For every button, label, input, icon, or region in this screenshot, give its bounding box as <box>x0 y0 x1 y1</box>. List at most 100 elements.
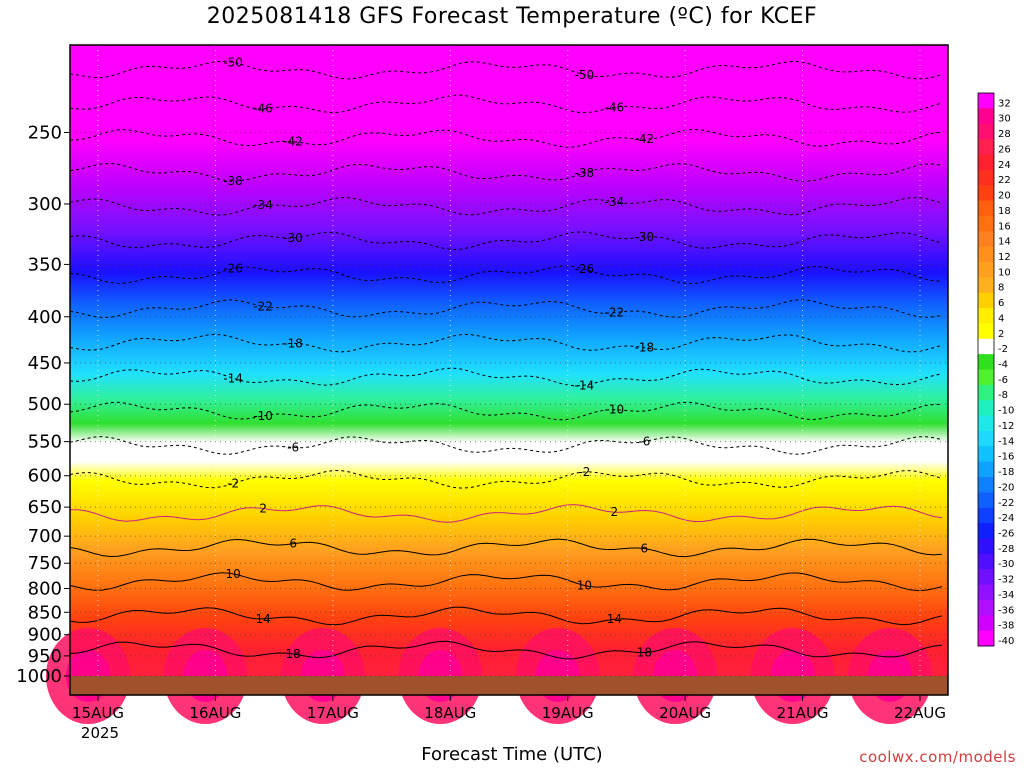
contour-line <box>69 436 943 455</box>
y-tick-label: 350 <box>28 254 62 275</box>
contour-label: -14 <box>223 371 243 385</box>
colorbar-label: -12 <box>998 421 1014 432</box>
colorbar-swatch <box>978 415 994 432</box>
colorbar-swatch <box>978 108 994 125</box>
contour-label: 14 <box>256 612 271 626</box>
colorbar-swatch <box>978 154 994 171</box>
y-tick-label: 300 <box>28 194 62 215</box>
colorbar-swatch <box>978 461 994 478</box>
contour-label: -10 <box>605 403 625 417</box>
chart-title: 2025081418 GFS Forecast Temperature (ºC)… <box>206 4 818 29</box>
colorbar-swatch <box>978 446 994 463</box>
contour-label: -26 <box>223 261 243 275</box>
contour-label: -14 <box>575 378 595 392</box>
colorbar-label: 12 <box>998 252 1011 263</box>
colorbar-label: -4 <box>998 360 1008 371</box>
colorbar-label: -28 <box>998 544 1014 555</box>
contour-label: 2 <box>259 502 267 516</box>
colorbar-label: -38 <box>998 621 1014 632</box>
contour-label: -46 <box>605 100 625 114</box>
colorbar-swatch <box>978 215 994 232</box>
x-tick-label: 17AUG <box>307 704 359 722</box>
x-tick-label: 18AUG <box>424 704 476 722</box>
contour-label: -10 <box>253 409 273 423</box>
colorbar-swatch <box>978 584 994 601</box>
colorbar-swatch <box>978 430 994 447</box>
contour-lines <box>69 60 943 660</box>
contour-label: -18 <box>635 341 655 355</box>
grid-lines <box>70 45 948 677</box>
contour-label: -46 <box>253 102 273 116</box>
y-tick-label: 400 <box>28 307 62 328</box>
colorbar-label: -32 <box>998 575 1014 586</box>
x-tick-label: 22AUG <box>894 704 946 722</box>
x-axis-label: Forecast Time (UTC) <box>421 744 603 765</box>
contour-label: -30 <box>283 231 303 245</box>
plot-border <box>69 44 949 696</box>
y-tick-label: 600 <box>28 466 62 487</box>
colorbar-swatch <box>978 123 994 140</box>
y-axis-ticks: 2503003504004505005506006507007508008509… <box>16 122 70 687</box>
contour-line <box>69 299 943 319</box>
temperature-field <box>70 45 948 676</box>
contour-label: -42 <box>283 135 303 149</box>
contour-line <box>69 265 943 285</box>
colorbar-label: -18 <box>998 467 1014 478</box>
credit-text[interactable]: coolwx.com/models <box>859 748 1016 766</box>
colorbar-label: 4 <box>998 313 1004 324</box>
contour-label: -50 <box>575 68 595 82</box>
colorbar-swatch <box>978 630 994 647</box>
colorbar-swatch <box>978 277 994 294</box>
contour-label: -38 <box>575 166 595 180</box>
colorbar-label: -8 <box>998 390 1008 401</box>
contour-line <box>69 333 943 353</box>
colorbar-label: 26 <box>998 144 1011 155</box>
y-tick-label: 750 <box>28 553 62 574</box>
colorbar-label: -24 <box>998 513 1014 524</box>
contour-label: -30 <box>635 230 655 244</box>
contour-label: 6 <box>289 537 297 551</box>
y-tick-label: 1000 <box>16 666 62 687</box>
plot-area: -50-50-46 -46-42 -42-38-38-34 -34-30 -30-26-… <box>46 44 949 724</box>
y-tick-label: 950 <box>28 646 62 667</box>
contour-line <box>69 401 943 421</box>
contour-label: -22 <box>605 306 625 320</box>
colorbar-label: -36 <box>998 605 1014 616</box>
contour-line <box>70 504 943 523</box>
colorbar-label: 22 <box>998 175 1011 186</box>
colorbar-swatch <box>978 492 994 509</box>
contour-line <box>69 196 943 216</box>
colorbar-swatch <box>978 338 994 355</box>
y-tick-label: 250 <box>28 122 62 143</box>
y-tick-label: 800 <box>28 579 62 600</box>
colorbar-swatch <box>978 369 994 386</box>
colorbar-label: 30 <box>998 114 1011 125</box>
y-tick-label: 500 <box>28 394 62 415</box>
colorbar-label: 32 <box>998 98 1011 109</box>
contour-label: 2 <box>611 505 619 519</box>
colorbar-swatch <box>978 615 994 632</box>
contour-line <box>69 606 943 626</box>
contour-label: 6 <box>641 542 649 556</box>
y-tick-label: 700 <box>28 526 62 547</box>
colorbar-swatch <box>978 323 994 340</box>
colorbar-swatch <box>978 231 994 248</box>
y-tick-label: 450 <box>28 353 62 374</box>
contour-label: 18 <box>286 647 301 661</box>
colorbar-label: 8 <box>998 283 1004 294</box>
colorbar-label: 2 <box>998 329 1004 340</box>
ground-bar <box>70 676 948 695</box>
y-tick-label: 900 <box>28 625 62 646</box>
colorbar-label: -10 <box>998 406 1014 417</box>
colorbar-label: -6 <box>998 375 1008 386</box>
colorbar-swatch <box>978 569 994 586</box>
colorbar-swatch <box>978 261 994 278</box>
colorbar-swatch <box>978 384 994 401</box>
colorbar-label: -20 <box>998 482 1014 493</box>
contour-label: 18 <box>637 646 652 660</box>
y-tick-label: 850 <box>28 602 62 623</box>
contour-label: -2 <box>578 465 590 479</box>
colorbar-swatch <box>978 477 994 493</box>
contour-label: -18 <box>283 336 303 350</box>
colorbar-label: -34 <box>998 590 1014 601</box>
